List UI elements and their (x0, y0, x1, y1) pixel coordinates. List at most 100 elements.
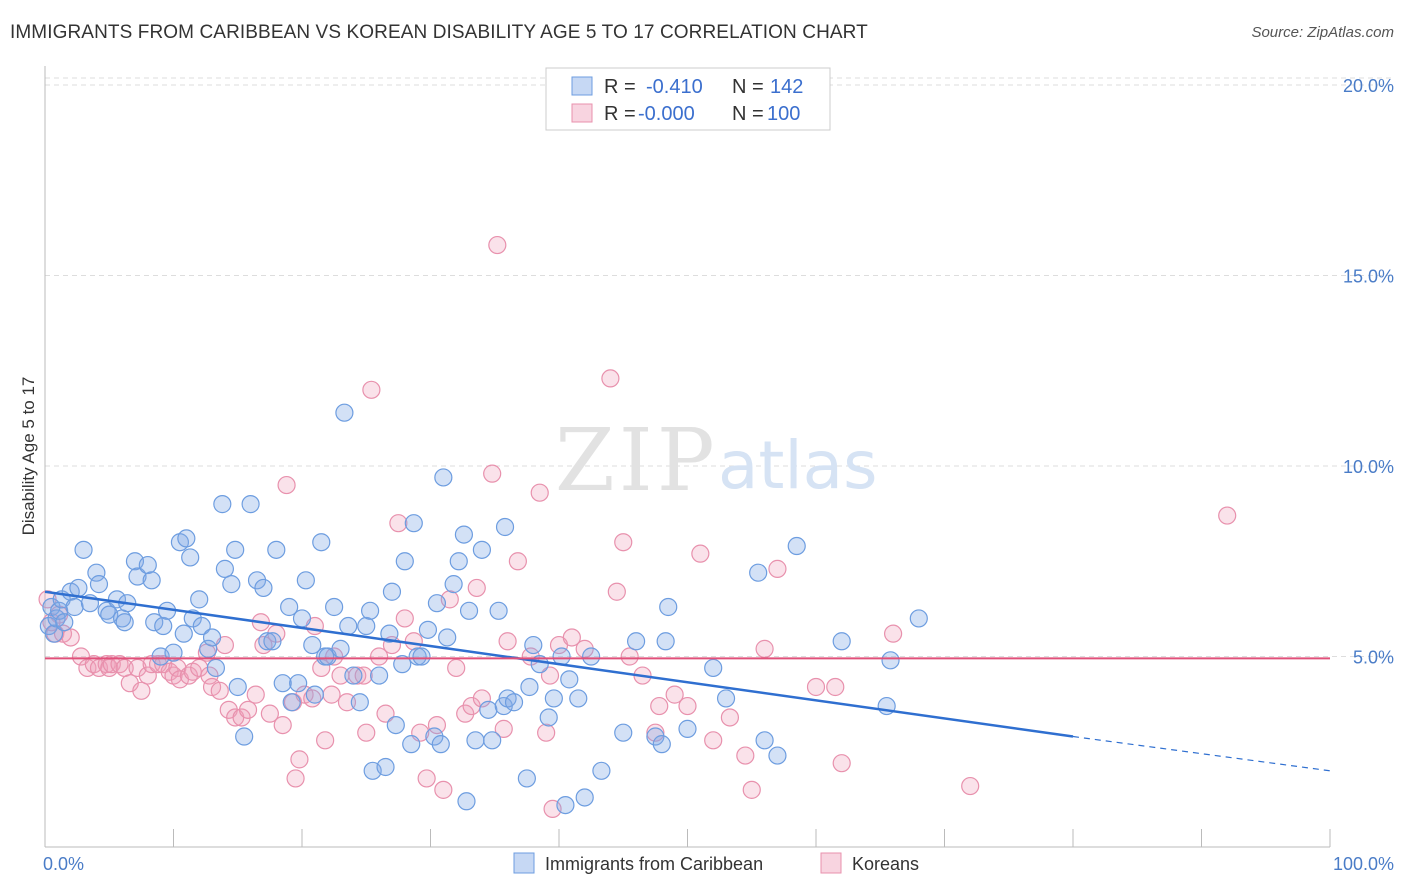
caribbean-point-125 (755, 731, 774, 750)
caribbean-point-113 (582, 647, 601, 666)
caribbean-point-120 (659, 597, 678, 617)
caribbean-point-72 (376, 757, 395, 777)
caribbean-point-117 (646, 727, 665, 746)
koreans-point-37 (238, 700, 258, 719)
caribbean-point-118 (652, 735, 671, 754)
koreans-point-108 (832, 754, 851, 773)
koreans-point-60 (362, 380, 381, 399)
caribbean-point-101 (504, 693, 524, 712)
caribbean-point-102 (517, 769, 536, 788)
koreans-point-16 (128, 658, 147, 678)
caribbean-point-96 (483, 731, 502, 750)
trend-lines (44, 590, 1331, 772)
caribbean-point-21 (128, 567, 147, 586)
koreans-point-43 (273, 715, 292, 735)
caribbean-point-94 (472, 540, 491, 559)
caribbean-point-114 (592, 761, 611, 780)
caribbean-point-47 (254, 578, 273, 598)
caribbean-point-44 (235, 727, 254, 746)
caribbean-point-76 (393, 655, 412, 674)
caribbean-point-30 (174, 624, 193, 643)
caribbean-point-71 (370, 666, 389, 685)
legend-n-label-2: N = (732, 103, 764, 125)
caribbean-point-66 (344, 666, 363, 685)
koreans-point-89 (575, 639, 594, 658)
koreans-point-61 (370, 647, 389, 666)
caribbean-point-46 (247, 571, 267, 590)
caribbean-point-126 (768, 746, 787, 765)
caribbean-point-36 (199, 639, 218, 658)
caribbean-point-116 (626, 632, 646, 651)
caribbean-point-62 (325, 597, 344, 617)
caribbean-point-88 (444, 575, 463, 594)
koreans-point-90 (601, 369, 620, 388)
koreans-point-110 (961, 776, 980, 796)
caribbean-point-80 (408, 647, 427, 666)
caribbean-point-68 (357, 616, 376, 636)
series-legend-label-caribbean: Immigrants from Caribbean (545, 854, 763, 874)
watermark-zip: ZIP (555, 411, 719, 511)
series-legend-swatch-koreans (820, 852, 842, 874)
koreans-point-44 (277, 475, 296, 495)
koreans-point-68 (417, 769, 436, 788)
caribbean-point-42 (226, 540, 245, 559)
caribbean-point-10 (74, 540, 93, 559)
series-legend-swatch-caribbean (513, 852, 535, 874)
caribbean-point-53 (282, 693, 301, 712)
caribbean-point-50 (267, 540, 286, 559)
caribbean-point-111 (569, 689, 588, 708)
caribbean-point-73 (380, 624, 399, 643)
koreans-point-65 (395, 609, 414, 628)
caribbean-point-82 (418, 620, 438, 639)
caribbean-point-45 (241, 495, 260, 514)
koreans-point-103 (742, 780, 761, 799)
caribbean-point-97 (489, 601, 508, 620)
caribbean-point-12 (87, 563, 106, 582)
koreans-point-83 (530, 483, 549, 502)
caribbean-point-31 (177, 529, 196, 548)
caribbean-point-99 (495, 517, 515, 537)
koreans-point-102 (736, 746, 755, 765)
koreans-point-81 (508, 552, 527, 571)
caribbean-point-48 (258, 632, 277, 651)
caribbean-point-124 (749, 563, 768, 582)
koreans-point-107 (826, 677, 845, 697)
caribbean-point-9 (69, 578, 88, 598)
axes (44, 66, 1331, 848)
koreans-point-47 (290, 750, 309, 769)
y-tick-label-3: 20.0% (1343, 76, 1394, 96)
caribbean-point-26 (154, 616, 173, 636)
koreans-point-64 (389, 514, 408, 533)
caribbean-point-28 (164, 643, 183, 662)
koreans-point-101 (720, 708, 740, 727)
koreans-point-91 (607, 582, 626, 601)
koreans-point-56 (337, 693, 357, 712)
x-tick-min: 0.0% (43, 854, 84, 874)
caribbean-point-122 (704, 658, 723, 678)
koreans-point-75 (467, 578, 486, 598)
trend-line-caribbean-extension (1072, 735, 1331, 772)
caribbean-point-52 (280, 597, 299, 617)
caribbean-point-40 (215, 559, 234, 578)
caribbean-point-57 (303, 635, 322, 655)
koreans-point-111 (1218, 506, 1237, 525)
y-tick-label-0: 5.0% (1353, 648, 1394, 668)
caribbean-point-39 (213, 495, 232, 514)
legend-swatch-koreans (571, 103, 593, 123)
caribbean-point-121 (678, 719, 697, 738)
koreans-point-92 (614, 533, 633, 552)
series-legend-label-koreans: Koreans (852, 854, 919, 874)
koreans-point-72 (447, 658, 466, 678)
koreans-point-99 (691, 544, 710, 563)
koreans-point-85 (540, 666, 560, 685)
koreans-point-30 (200, 666, 219, 685)
koreans-point-105 (768, 559, 787, 578)
caribbean-point-104 (524, 635, 543, 655)
legend-r-value-2: -0.000 (638, 103, 695, 125)
legend-n-value-2: 100 (767, 103, 800, 125)
koreans-point-46 (286, 769, 305, 788)
caribbean-point-128 (832, 632, 851, 651)
caribbean-point-106 (539, 708, 558, 727)
koreans-point-78 (488, 235, 507, 255)
caribbean-point-74 (382, 582, 402, 601)
